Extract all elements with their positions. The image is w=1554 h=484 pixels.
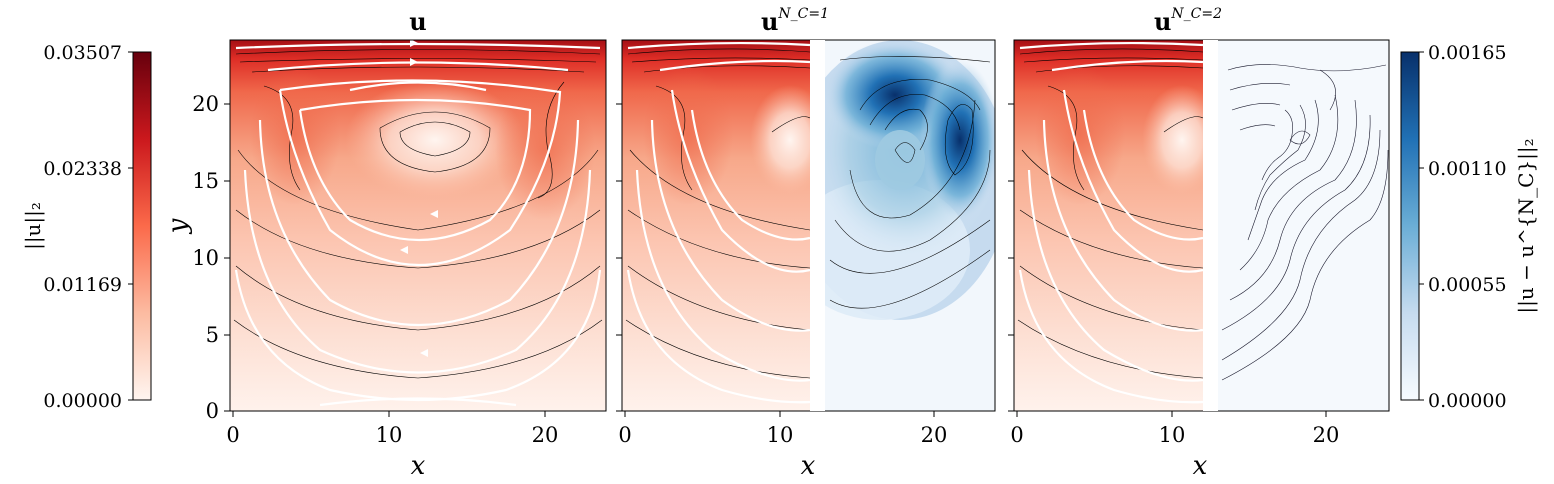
x-axis-title: x — [411, 451, 426, 481]
panel-title: uN_C=2 — [1154, 6, 1222, 36]
panel-title: u — [409, 7, 426, 36]
panel-u-core — [345, 80, 525, 200]
colorbar-left: 0.03507 0.02338 0.01169 0.00000 ||u||₂ — [21, 42, 152, 412]
colorbar-left-tick: 0.03507 — [43, 42, 122, 64]
y-tick-label: 10 — [192, 246, 219, 270]
x-tick-label: 10 — [767, 423, 794, 447]
panel-u-side-right — [495, 80, 595, 220]
colorbar-left-tick: 0.00000 — [43, 390, 122, 412]
x-axis-title: x — [801, 451, 816, 481]
colorbar-left-label: ||u||₂ — [21, 202, 46, 250]
x-tick-label: 10 — [1159, 423, 1186, 447]
colorbar-left-tick: 0.02338 — [43, 158, 122, 180]
x-tick-label: 0 — [618, 423, 631, 447]
x-tick-label: 20 — [532, 423, 559, 447]
colorbar-right-tick: 0.00165 — [1428, 42, 1507, 64]
panel-uNC2-right-field — [1218, 40, 1389, 411]
colorbar-right-tick: 0.00110 — [1428, 158, 1507, 180]
colorbar-right-tick: 0.00055 — [1428, 274, 1507, 296]
panel-u-streamlines — [234, 42, 602, 407]
panel-u-side-left — [250, 65, 340, 205]
colorbar-left-tick: 0.01169 — [43, 274, 122, 296]
panel-uNC1-contours — [625, 48, 811, 379]
x-tick-label: 20 — [1313, 423, 1340, 447]
x-tick-label: 20 — [921, 423, 948, 447]
panel-uNC1-streamlines — [626, 41, 811, 404]
y-tick-label: 20 — [192, 92, 219, 116]
panel-uNC2-contours — [1017, 48, 1204, 379]
panel-u: 0 10 20 0 5 10 15 20 x y u — [163, 7, 607, 481]
panel-uNC2-streamlines — [1018, 41, 1204, 404]
colorbar-right-label: ||u − u^{N_C}||₂ — [1514, 138, 1539, 313]
y-tick-label: 0 — [206, 399, 219, 423]
panel-u-arrows — [400, 39, 438, 357]
x-tick-label: 0 — [1010, 423, 1023, 447]
x-tick-label: 0 — [226, 423, 239, 447]
colorbar-right-tick: 0.00000 — [1428, 390, 1507, 412]
y-axis-title: y — [163, 218, 193, 234]
colorbar-right-bar — [1400, 51, 1420, 401]
x-tick-label: 10 — [376, 423, 403, 447]
x-axis-title: x — [1193, 451, 1208, 481]
colorbar-left-bar — [132, 51, 152, 401]
panel-title: uN_C=1 — [761, 6, 829, 36]
panel-u-contours — [233, 49, 603, 379]
y-tick-label: 5 — [206, 323, 219, 347]
y-tick-label: 15 — [192, 169, 219, 193]
panel-uNC1: 0 10 20 x uN_C=1 — [616, 6, 996, 481]
colorbar-right: 0.00165 0.00110 0.00055 0.00000 ||u − u^… — [1400, 42, 1539, 412]
panel-uNC2: 0 10 20 x uN_C=2 — [1008, 6, 1390, 481]
